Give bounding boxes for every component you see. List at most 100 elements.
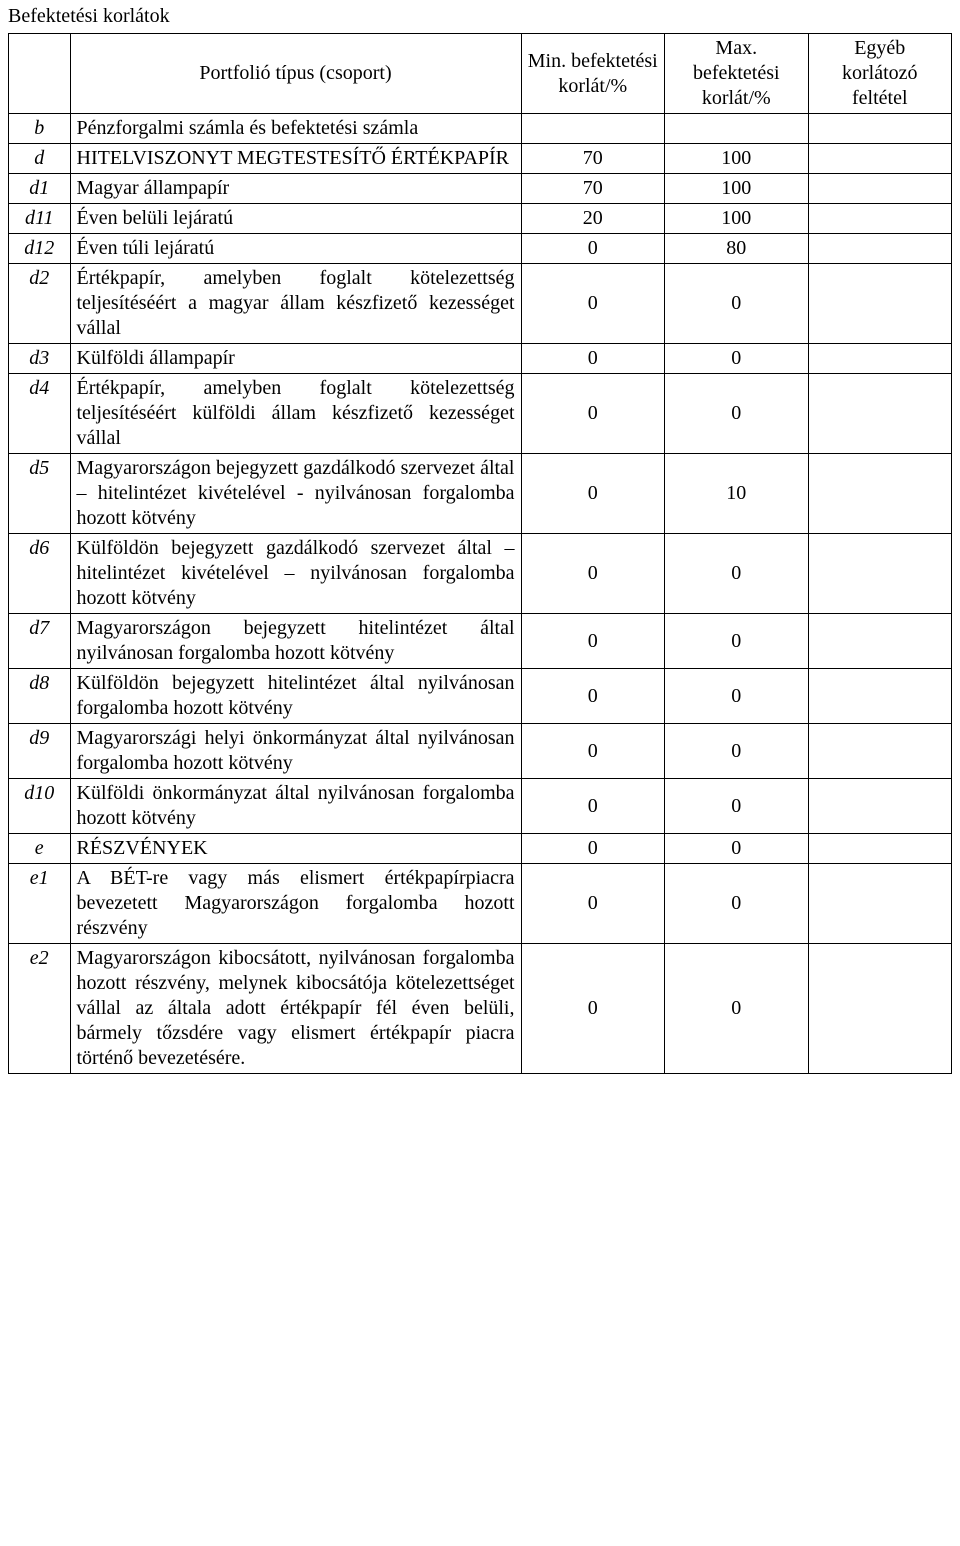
row-other bbox=[808, 944, 952, 1074]
row-desc: Értékpapír, amelyben foglalt kötelezetts… bbox=[70, 374, 521, 454]
row-min: 0 bbox=[521, 614, 665, 669]
row-max: 0 bbox=[665, 669, 809, 724]
row-desc: Értékpapír, amelyben foglalt kötelezetts… bbox=[70, 264, 521, 344]
row-min: 0 bbox=[521, 834, 665, 864]
row-min: 70 bbox=[521, 144, 665, 174]
row-min: 0 bbox=[521, 374, 665, 454]
row-code: d11 bbox=[9, 204, 71, 234]
row-max: 0 bbox=[665, 834, 809, 864]
row-other bbox=[808, 234, 952, 264]
row-other bbox=[808, 779, 952, 834]
row-code: e2 bbox=[9, 944, 71, 1074]
investment-limits-table: Portfolió típus (csoport) Min. befekteté… bbox=[8, 33, 952, 1074]
row-other bbox=[808, 204, 952, 234]
row-max: 0 bbox=[665, 724, 809, 779]
document-page: Befektetési korlátok Portfolió típus (cs… bbox=[0, 0, 960, 1098]
row-code: d10 bbox=[9, 779, 71, 834]
row-code: d2 bbox=[9, 264, 71, 344]
row-code: b bbox=[9, 114, 71, 144]
table-row: d3Külföldi állampapír00 bbox=[9, 344, 952, 374]
table-row: d1Magyar állampapír70100 bbox=[9, 174, 952, 204]
row-max: 80 bbox=[665, 234, 809, 264]
row-desc: Magyarországon kibocsátott, nyilvánosan … bbox=[70, 944, 521, 1074]
row-other bbox=[808, 614, 952, 669]
row-desc: A BÉT-re vagy más elismert értékpapírpia… bbox=[70, 864, 521, 944]
table-row: d12Éven túli lejáratú080 bbox=[9, 234, 952, 264]
table-row: d8Külföldön bejegyzett hitelintézet álta… bbox=[9, 669, 952, 724]
row-other bbox=[808, 144, 952, 174]
row-code: e bbox=[9, 834, 71, 864]
row-max bbox=[665, 114, 809, 144]
row-max: 10 bbox=[665, 454, 809, 534]
page-title: Befektetési korlátok bbox=[8, 4, 952, 29]
row-max: 0 bbox=[665, 344, 809, 374]
row-other bbox=[808, 264, 952, 344]
row-desc: RÉSZVÉNYEK bbox=[70, 834, 521, 864]
table-row: d5Magyarországon bejegyzett gazdálkodó s… bbox=[9, 454, 952, 534]
row-desc: Magyar állampapír bbox=[70, 174, 521, 204]
col-header-desc: Portfolió típus (csoport) bbox=[70, 34, 521, 114]
col-header-code bbox=[9, 34, 71, 114]
col-header-min: Min. befektetési korlát/% bbox=[521, 34, 665, 114]
table-row: d4Értékpapír, amelyben foglalt kötelezet… bbox=[9, 374, 952, 454]
row-desc: Külföldi önkormányzat által nyilvánosan … bbox=[70, 779, 521, 834]
row-max: 0 bbox=[665, 944, 809, 1074]
row-min: 0 bbox=[521, 264, 665, 344]
row-min: 20 bbox=[521, 204, 665, 234]
row-other bbox=[808, 114, 952, 144]
row-code: d7 bbox=[9, 614, 71, 669]
table-header-row: Portfolió típus (csoport) Min. befekteté… bbox=[9, 34, 952, 114]
row-min: 0 bbox=[521, 779, 665, 834]
row-max: 0 bbox=[665, 374, 809, 454]
row-other bbox=[808, 669, 952, 724]
row-desc: Pénzforgalmi számla és befektetési száml… bbox=[70, 114, 521, 144]
table-row: e1A BÉT-re vagy más elismert értékpapírp… bbox=[9, 864, 952, 944]
row-code: d4 bbox=[9, 374, 71, 454]
table-body: bPénzforgalmi számla és befektetési szám… bbox=[9, 114, 952, 1074]
row-other bbox=[808, 374, 952, 454]
row-min: 0 bbox=[521, 944, 665, 1074]
row-other bbox=[808, 174, 952, 204]
row-desc: Éven belüli lejáratú bbox=[70, 204, 521, 234]
row-min: 0 bbox=[521, 454, 665, 534]
table-row: d7Magyarországon bejegyzett hitelintézet… bbox=[9, 614, 952, 669]
col-header-other: Egyéb korlátozó feltétel bbox=[808, 34, 952, 114]
row-desc: Éven túli lejáratú bbox=[70, 234, 521, 264]
row-min: 0 bbox=[521, 724, 665, 779]
table-row: eRÉSZVÉNYEK00 bbox=[9, 834, 952, 864]
col-header-max: Max. befektetési korlát/% bbox=[665, 34, 809, 114]
row-min: 70 bbox=[521, 174, 665, 204]
table-row: d11Éven belüli lejáratú20100 bbox=[9, 204, 952, 234]
row-max: 0 bbox=[665, 614, 809, 669]
table-row: d9Magyarországi helyi önkormányzat által… bbox=[9, 724, 952, 779]
row-other bbox=[808, 454, 952, 534]
row-min: 0 bbox=[521, 669, 665, 724]
row-code: d6 bbox=[9, 534, 71, 614]
table-row: dHITELVISZONYT MEGTESTESÍTŐ ÉRTÉKPAPÍR70… bbox=[9, 144, 952, 174]
row-min: 0 bbox=[521, 534, 665, 614]
row-code: d1 bbox=[9, 174, 71, 204]
row-desc: Külföldi állampapír bbox=[70, 344, 521, 374]
row-max: 0 bbox=[665, 534, 809, 614]
row-other bbox=[808, 344, 952, 374]
row-desc: Magyarországi helyi önkormányzat által n… bbox=[70, 724, 521, 779]
row-max: 0 bbox=[665, 264, 809, 344]
row-code: d3 bbox=[9, 344, 71, 374]
row-max: 0 bbox=[665, 864, 809, 944]
row-code: d5 bbox=[9, 454, 71, 534]
table-row: e2Magyarországon kibocsátott, nyilvánosa… bbox=[9, 944, 952, 1074]
row-code: d8 bbox=[9, 669, 71, 724]
table-row: d2Értékpapír, amelyben foglalt kötelezet… bbox=[9, 264, 952, 344]
row-desc: Magyarországon bejegyzett gazdálkodó sze… bbox=[70, 454, 521, 534]
row-code: d9 bbox=[9, 724, 71, 779]
row-other bbox=[808, 534, 952, 614]
row-code: d bbox=[9, 144, 71, 174]
row-other bbox=[808, 834, 952, 864]
row-min: 0 bbox=[521, 234, 665, 264]
row-desc: Külföldön bejegyzett hitelintézet által … bbox=[70, 669, 521, 724]
table-row: bPénzforgalmi számla és befektetési szám… bbox=[9, 114, 952, 144]
row-code: d12 bbox=[9, 234, 71, 264]
row-min: 0 bbox=[521, 864, 665, 944]
row-max: 100 bbox=[665, 204, 809, 234]
row-min bbox=[521, 114, 665, 144]
